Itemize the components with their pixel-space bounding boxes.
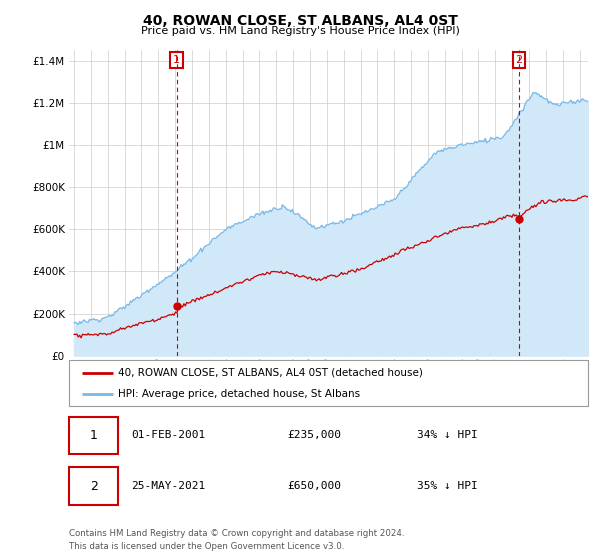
Text: 1: 1 bbox=[173, 55, 180, 65]
Text: 25-MAY-2021: 25-MAY-2021 bbox=[131, 481, 206, 491]
Text: £650,000: £650,000 bbox=[287, 481, 341, 491]
Text: Contains HM Land Registry data © Crown copyright and database right 2024.: Contains HM Land Registry data © Crown c… bbox=[69, 529, 404, 538]
FancyBboxPatch shape bbox=[69, 360, 588, 406]
Text: 1: 1 bbox=[90, 428, 98, 442]
Text: £235,000: £235,000 bbox=[287, 430, 341, 440]
Text: 40, ROWAN CLOSE, ST ALBANS, AL4 0ST (detached house): 40, ROWAN CLOSE, ST ALBANS, AL4 0ST (det… bbox=[118, 368, 423, 378]
Text: 34% ↓ HPI: 34% ↓ HPI bbox=[417, 430, 478, 440]
Point bbox=[514, 214, 524, 223]
FancyBboxPatch shape bbox=[69, 468, 118, 505]
Text: Price paid vs. HM Land Registry's House Price Index (HPI): Price paid vs. HM Land Registry's House … bbox=[140, 26, 460, 36]
Text: 40, ROWAN CLOSE, ST ALBANS, AL4 0ST: 40, ROWAN CLOSE, ST ALBANS, AL4 0ST bbox=[143, 14, 457, 28]
Text: HPI: Average price, detached house, St Albans: HPI: Average price, detached house, St A… bbox=[118, 389, 361, 399]
Text: This data is licensed under the Open Government Licence v3.0.: This data is licensed under the Open Gov… bbox=[69, 542, 344, 550]
Point bbox=[172, 302, 181, 311]
Text: 35% ↓ HPI: 35% ↓ HPI bbox=[417, 481, 478, 491]
FancyBboxPatch shape bbox=[69, 417, 118, 454]
Text: 2: 2 bbox=[90, 479, 98, 493]
Text: 2: 2 bbox=[515, 55, 523, 65]
Text: 01-FEB-2001: 01-FEB-2001 bbox=[131, 430, 206, 440]
